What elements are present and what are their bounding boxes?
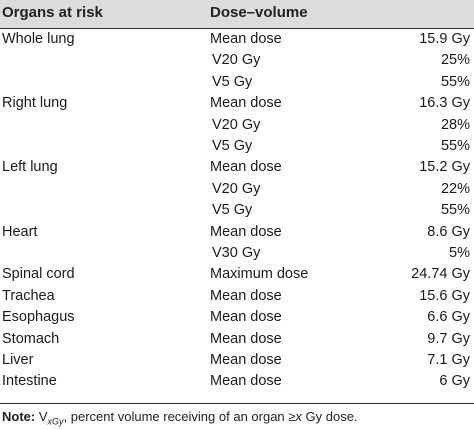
value-cell: 55% — [440, 202, 470, 219]
metric-cell: V5 Gy — [212, 202, 253, 219]
table-row: Spinal cord Maximum dose 24.74 Gy — [0, 264, 474, 285]
metric-cell: Maximum dose — [210, 266, 309, 283]
value-cell: 15.2 Gy — [419, 159, 470, 176]
table-row: V5 Gy 55% — [0, 136, 474, 157]
table-row: Left lung Mean dose 15.2 Gy — [0, 157, 474, 178]
table-row: V5 Gy 55% — [0, 200, 474, 221]
metric-cell: V20 Gy — [212, 116, 261, 133]
table-row: Trachea Mean dose 15.6 Gy — [0, 286, 474, 307]
table-row: V5 Gy 55% — [0, 72, 474, 93]
value-cell: 28% — [440, 116, 470, 133]
table-row: Whole lung Mean dose 15.9 Gy — [0, 29, 474, 50]
metric-cell: Mean dose — [210, 95, 282, 112]
header-dose-volume: Dose–volume — [210, 4, 308, 21]
metric-cell: V5 Gy — [212, 138, 253, 154]
table-note: Note: VxGy, percent volume receiving of … — [2, 409, 358, 427]
metric-cell: V5 Gy — [212, 73, 253, 90]
organ-cell: Stomach — [2, 330, 60, 347]
metric-cell: V20 Gy — [212, 180, 261, 197]
value-cell: 15.6 Gy — [419, 287, 470, 304]
table-row: Liver Mean dose 7.1 Gy — [0, 350, 474, 371]
note-v-subscript: xGy — [47, 416, 64, 427]
table-row: V20 Gy 25% — [0, 50, 474, 71]
organ-cell: Trachea — [2, 287, 55, 304]
organ-cell: Right lung — [2, 95, 68, 112]
organ-cell: Esophagus — [2, 309, 75, 326]
table-bottom-rule — [0, 403, 474, 404]
value-cell: 6.6 Gy — [427, 309, 470, 326]
metric-cell: Mean dose — [210, 330, 282, 347]
table-row: Right lung Mean dose 16.3 Gy — [0, 93, 474, 114]
organ-cell: Heart — [2, 223, 38, 240]
value-cell: 22% — [440, 180, 470, 197]
table-header: Organs at risk Dose–volume — [0, 0, 474, 29]
value-cell: 8.6 Gy — [427, 223, 470, 240]
value-cell: 24.74 Gy — [411, 266, 470, 283]
metric-cell: Mean dose — [210, 373, 282, 390]
table-row: Intestine Mean dose 6 Gy — [0, 371, 474, 392]
table-row: V30 Gy 5% — [0, 243, 474, 264]
organ-cell: Whole lung — [2, 31, 75, 47]
organ-cell: Left lung — [2, 159, 58, 176]
value-cell: 55% — [440, 73, 470, 90]
table-row: V20 Gy 28% — [0, 115, 474, 136]
metric-cell: Mean dose — [210, 287, 282, 304]
table-row: Heart Mean dose 8.6 Gy — [0, 222, 474, 243]
organ-cell: Intestine — [2, 373, 57, 390]
organ-cell: Spinal cord — [2, 266, 75, 283]
metric-cell: V30 Gy — [212, 245, 261, 261]
metric-cell: Mean dose — [210, 159, 282, 176]
metric-cell: V20 Gy — [212, 52, 261, 69]
value-cell: 16.3 Gy — [419, 95, 470, 112]
table-row: Esophagus Mean dose 6.6 Gy — [0, 307, 474, 328]
value-cell: 7.1 Gy — [427, 352, 470, 368]
note-text-b: Gy dose. — [301, 409, 358, 424]
note-v: V — [38, 409, 48, 424]
header-organs-at-risk: Organs at risk — [2, 4, 103, 21]
metric-cell: Mean dose — [210, 223, 282, 240]
note-label: Note: — [2, 409, 36, 424]
table-row: V20 Gy 22% — [0, 179, 474, 200]
metric-cell: Mean dose — [210, 31, 282, 47]
metric-cell: Mean dose — [210, 309, 282, 326]
value-cell: 6 Gy — [439, 373, 470, 390]
table-row: Stomach Mean dose 9.7 Gy — [0, 329, 474, 350]
value-cell: 25% — [440, 52, 470, 69]
note-x: x — [295, 409, 302, 424]
organ-cell: Liver — [2, 352, 34, 368]
value-cell: 55% — [440, 138, 470, 154]
metric-cell: Mean dose — [210, 352, 282, 368]
value-cell: 15.9 Gy — [419, 31, 470, 47]
value-cell: 5% — [449, 245, 470, 261]
value-cell: 9.7 Gy — [427, 330, 470, 347]
note-text-a: , percent volume receiving of an organ ≥ — [63, 409, 296, 424]
